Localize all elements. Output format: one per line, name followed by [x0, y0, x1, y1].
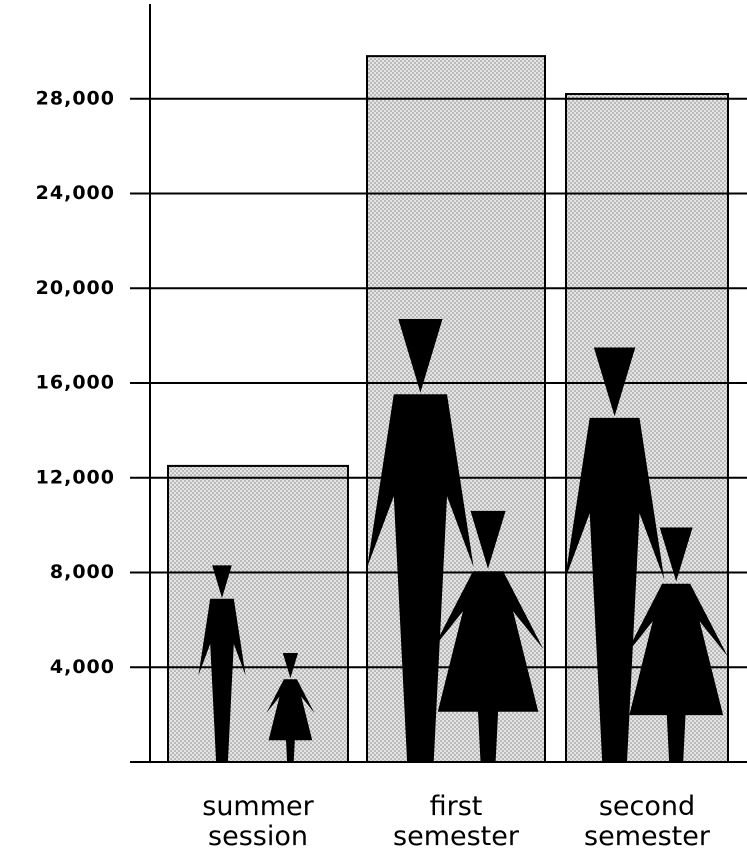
y-tick-label: 24,000	[36, 182, 115, 204]
figure	[367, 319, 474, 762]
y-tick-label: 16,000	[36, 372, 115, 394]
y-tick-label: 20,000	[36, 277, 115, 299]
figure	[198, 565, 246, 762]
x-tick-label: summer session	[202, 791, 314, 852]
x-tick-label: second semester	[584, 791, 710, 852]
x-tick-label: first semester	[393, 791, 519, 852]
figure	[266, 653, 315, 762]
bar	[167, 464, 349, 763]
y-tick-label: 12,000	[36, 466, 115, 488]
figure	[564, 347, 665, 762]
y-tick-label: 4,000	[50, 656, 115, 678]
y-tick-label: 28,000	[36, 87, 115, 109]
figure	[432, 510, 544, 762]
figure	[624, 527, 728, 762]
y-tick-label: 8,000	[50, 561, 115, 583]
